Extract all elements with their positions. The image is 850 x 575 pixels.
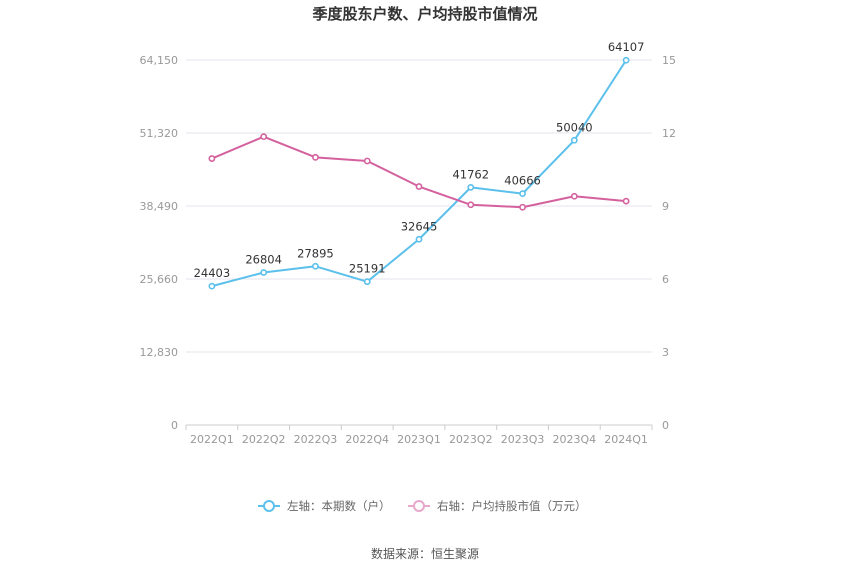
- data-label: 41762: [452, 167, 489, 181]
- data-label: 27895: [297, 246, 334, 260]
- legend-marker-icon: [413, 500, 425, 512]
- legend-label: 右轴：户均持股市值（万元）: [437, 499, 587, 513]
- data-label: 50040: [556, 120, 593, 134]
- left-tick-label: 25,660: [140, 273, 179, 286]
- data-point[interactable]: [570, 192, 578, 200]
- x-axis-ticks: 2022Q1 2022Q2 2022Q3 2022Q4 2023Q1 2023Q2 2023…: [190, 433, 648, 446]
- data-point[interactable]: [312, 153, 319, 161]
- x-tick-label: 2023Q2: [449, 433, 493, 446]
- data-label: 26804: [245, 252, 282, 266]
- data-point[interactable]: [208, 282, 216, 290]
- data-point[interactable]: [570, 136, 578, 144]
- left-tick-label: 0: [171, 419, 178, 432]
- data-point[interactable]: [622, 197, 630, 205]
- left-tick-label: 51,320: [140, 127, 179, 140]
- series-2: [208, 133, 630, 211]
- legend-marker-icon: [263, 500, 275, 512]
- data-point[interactable]: [208, 155, 216, 162]
- right-tick-label: 15: [662, 54, 676, 67]
- data-label: 64107: [608, 40, 645, 54]
- data-label: 32645: [401, 219, 438, 233]
- legend-item-2[interactable]: 右轴：户均持股市值（万元）: [408, 499, 587, 513]
- right-tick-label: 12: [662, 127, 676, 140]
- right-tick-label: 0: [662, 419, 669, 432]
- left-axis-ticks: 0 12,830 25,660 38,490 51,320 64,150: [140, 54, 179, 432]
- legend-item-1[interactable]: 左轴：本期数（户）: [258, 499, 391, 513]
- data-point[interactable]: [467, 201, 475, 209]
- series-line: [211, 135, 627, 209]
- data-point[interactable]: [260, 269, 268, 276]
- x-tick-label: 2022Q1: [190, 433, 234, 446]
- data-label: 25191: [349, 262, 386, 276]
- grid: [185, 59, 653, 430]
- data-point[interactable]: [622, 56, 630, 64]
- chart-title: 季度股东户数、户均持股市值情况: [312, 5, 537, 23]
- x-tick-label: 2023Q3: [501, 433, 545, 446]
- legend-label: 左轴：本期数（户）: [287, 499, 391, 513]
- series-layer: 24403 26804 27895 25191 32645 41762 40666 50040…: [194, 40, 645, 290]
- x-tick-label: 2022Q2: [242, 433, 286, 446]
- right-axis-ticks: 0 3 6 9 12 15: [662, 54, 676, 432]
- series-1: 24403 26804 27895 25191 32645 41762 40666 50040…: [194, 40, 645, 290]
- data-point[interactable]: [519, 203, 526, 211]
- legend[interactable]: 左轴：本期数（户） 右轴：户均持股市值（万元）: [258, 499, 587, 513]
- data-point[interactable]: [467, 183, 475, 191]
- data-point[interactable]: [415, 183, 423, 190]
- data-point[interactable]: [519, 190, 526, 198]
- x-tick-label: 2023Q4: [553, 433, 597, 446]
- x-tick-label: 2023Q1: [397, 433, 441, 446]
- right-tick-label: 6: [662, 273, 669, 286]
- x-tick-label: 2022Q4: [345, 433, 389, 446]
- left-tick-label: 12,830: [140, 346, 179, 359]
- left-tick-label: 38,490: [140, 200, 179, 213]
- data-point[interactable]: [363, 157, 371, 165]
- data-point[interactable]: [415, 235, 423, 243]
- x-tick-label: 2022Q3: [294, 433, 338, 446]
- left-tick-label: 64,150: [140, 54, 179, 67]
- data-point[interactable]: [312, 262, 319, 270]
- data-point[interactable]: [363, 278, 371, 286]
- source-note: 数据来源：恒生聚源: [371, 546, 479, 561]
- data-label: 24403: [194, 266, 231, 280]
- x-tick-label: 2024Q1: [604, 433, 648, 446]
- data-label: 40666: [504, 174, 541, 188]
- right-tick-label: 9: [662, 200, 669, 213]
- data-point[interactable]: [260, 133, 268, 141]
- right-tick-label: 3: [662, 346, 669, 359]
